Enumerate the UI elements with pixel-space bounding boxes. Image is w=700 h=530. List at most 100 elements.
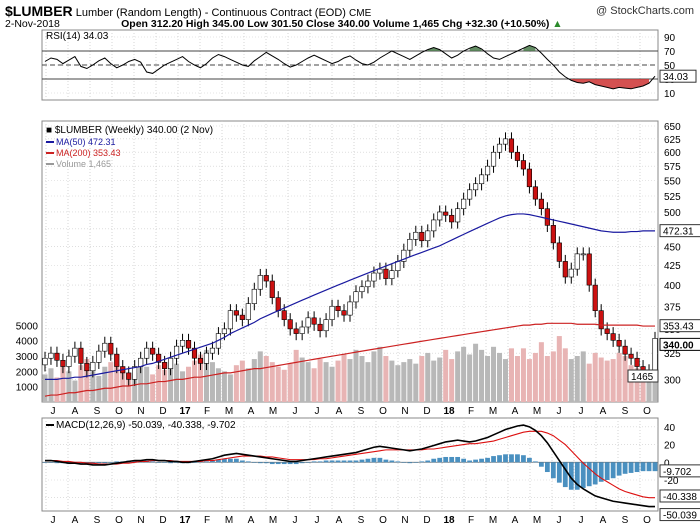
volume-bar <box>78 365 84 402</box>
volume-bar <box>245 368 251 402</box>
price-tick-label: 300 <box>664 375 681 386</box>
candle-body <box>634 357 640 367</box>
macd-histogram-bar <box>78 462 84 465</box>
volume-bar <box>114 354 120 402</box>
quote-line: 2-Nov-2018 Open 312.20 High 345.00 Low 3… <box>5 18 563 30</box>
macd-value-label: -50.039 <box>663 511 697 522</box>
candle-body <box>341 310 347 316</box>
volume-tick-label: 4000 <box>16 337 39 348</box>
macd-histogram-bar <box>42 462 48 463</box>
x-axis-tick-label: A <box>72 406 79 417</box>
x-axis-bottom-tick-label: O <box>115 515 123 526</box>
candle-body <box>377 268 383 274</box>
candle-body <box>604 328 610 334</box>
macd-histogram-bar <box>335 460 341 463</box>
candle-body <box>108 342 114 355</box>
x-axis-bottom-tick-label: J <box>579 515 584 526</box>
macd-histogram-bar <box>389 460 395 463</box>
volume-bar <box>263 356 269 402</box>
candle-body <box>365 280 371 288</box>
x-axis-bottom-tick-label: D <box>159 515 166 526</box>
candle-body <box>90 362 96 372</box>
macd-histogram-bar <box>305 462 311 463</box>
macd-histogram-bar <box>257 462 263 464</box>
candle-body <box>233 310 239 316</box>
macd-histogram-bar <box>497 455 502 463</box>
watermark: @ StockCharts.com <box>596 5 694 17</box>
candle-body <box>54 352 60 361</box>
candle-body <box>538 198 544 210</box>
x-axis-bottom-tick-label: N <box>401 515 408 526</box>
volume-value-label: 1465 <box>631 372 654 383</box>
x-axis-tick-label: A <box>336 406 343 417</box>
candle-body <box>359 286 365 293</box>
quote-date: 2-Nov-2018 <box>5 18 60 30</box>
rsi-legend: RSI(14) 34.03 <box>46 31 109 42</box>
candle-body <box>479 174 485 185</box>
volume-bar <box>497 352 503 402</box>
macd-histogram-bar <box>281 462 287 465</box>
x-axis-bottom-tick-label: J <box>51 515 56 526</box>
candle-body <box>191 347 198 359</box>
macd-histogram-bar <box>634 462 640 473</box>
candle-body <box>520 160 527 170</box>
volume-bar <box>54 377 60 402</box>
candle-body <box>323 319 329 332</box>
macd-histogram-bar <box>485 457 490 463</box>
x-axis-bottom-tick-label: F <box>204 515 210 526</box>
candle-body <box>96 350 102 363</box>
price-legend-1: MA(50) 472.31 <box>56 137 116 147</box>
volume-bar <box>66 371 72 402</box>
volume-bar <box>586 363 592 402</box>
macd-histogram-bar <box>604 462 610 480</box>
volume-bar <box>467 354 473 402</box>
rsi-tick-label: 90 <box>664 33 676 44</box>
volume-tick-label: 2000 <box>16 367 39 378</box>
volume-bar <box>108 362 114 402</box>
description: Lumber (Random Length) - Continuous Cont… <box>75 7 346 19</box>
volume-bar <box>60 362 66 402</box>
volume-bar <box>443 349 449 402</box>
volume-bar <box>395 365 401 402</box>
volume-bar <box>550 351 556 402</box>
candle-body <box>305 317 311 328</box>
candle-body <box>580 253 586 256</box>
candle-body <box>138 357 144 367</box>
up-arrow-icon: ▲ <box>552 18 563 30</box>
macd-histogram-bar <box>114 461 120 463</box>
rsi-last-value: 34.03 <box>663 72 688 83</box>
volume-bar <box>305 362 311 402</box>
candle-body <box>425 230 431 242</box>
candle-body <box>449 214 455 223</box>
candle-body <box>179 340 186 347</box>
price-legend-2: MA(200) 353.43 <box>56 148 121 158</box>
symbol: $LUMBER <box>5 3 73 19</box>
macd-histogram-bar <box>245 461 251 463</box>
candle-body <box>42 357 48 366</box>
macd-tick-label: 0 <box>664 458 670 469</box>
volume-bar <box>479 349 485 402</box>
volume-tick-label: 1000 <box>16 383 39 394</box>
macd-histogram-bar <box>293 462 299 465</box>
macd-histogram-bar <box>263 462 269 464</box>
macd-histogram-bar <box>377 457 383 463</box>
macd-histogram-bar <box>461 458 467 463</box>
candle-body <box>550 225 556 244</box>
candle-body <box>72 347 78 357</box>
x-axis-bottom-tick-label: J <box>293 515 298 526</box>
x-axis-bottom-tick-label: N <box>137 515 144 526</box>
volume-bar <box>646 375 652 402</box>
x-axis-bottom-tick-label: J <box>557 515 562 526</box>
x-axis-tick-label: J <box>51 406 56 417</box>
candle-body <box>269 280 275 298</box>
candle-body <box>490 151 497 167</box>
volume-bar <box>401 362 407 402</box>
macd-histogram-bar <box>192 462 197 463</box>
volume-bar <box>221 371 227 402</box>
candle-body <box>389 270 395 279</box>
candle-body <box>371 272 377 282</box>
macd-histogram-bar <box>102 462 108 464</box>
x-axis-bottom-tick-label: S <box>94 515 101 526</box>
macd-histogram-bar <box>652 462 658 472</box>
volume-bar <box>592 352 598 402</box>
